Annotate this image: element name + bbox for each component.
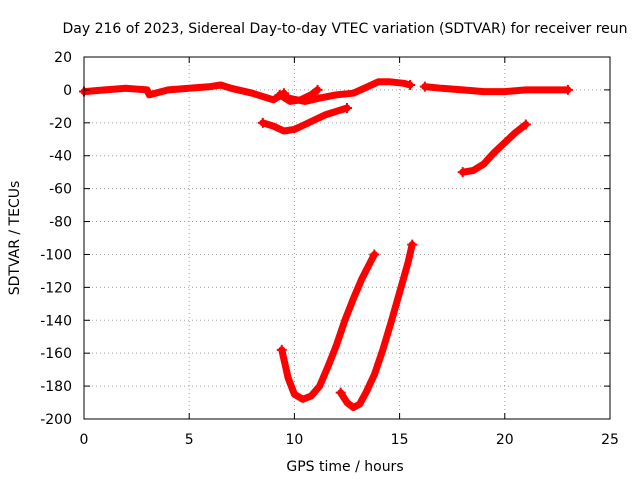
x-tick-label: 25 [601, 432, 619, 448]
grid [84, 57, 610, 419]
data-point-marker [312, 84, 323, 95]
axis-ticks: 20 0 -20 -40 -60 -80 -100 -120 -140 -160 -180 -200 0… [40, 50, 619, 448]
series-line [80, 81, 288, 104]
y-tick-label: 0 [63, 83, 72, 99]
x-axis-label: GPS time / hours [286, 459, 403, 475]
chart-title: Day 216 of 2023, Sidereal Day-to-day VTE… [62, 21, 627, 37]
series-arc-7 [276, 249, 380, 403]
data-point-marker [520, 119, 531, 130]
series-arc-5 [257, 103, 352, 135]
y-tick-label: -60 [49, 182, 72, 198]
x-tick-label: 5 [185, 432, 194, 448]
series-line [259, 104, 351, 135]
data-point-marker [457, 167, 468, 178]
series-line [284, 78, 414, 105]
y-tick-label: -160 [40, 346, 72, 362]
data-point-marker [369, 249, 380, 260]
data-point-marker [257, 117, 268, 128]
y-tick-label: -40 [49, 149, 72, 165]
data-point-marker [407, 239, 418, 250]
data-point-marker [562, 84, 573, 95]
series-line [459, 121, 530, 176]
data-point-marker [419, 81, 430, 92]
x-tick-label: 15 [391, 432, 409, 448]
y-tick-label: 20 [54, 50, 72, 66]
y-axis-label: SDTVAR / TECUs [7, 181, 23, 296]
y-tick-label: -140 [40, 313, 72, 329]
series-arc-4 [419, 81, 573, 96]
y-tick-label: -20 [49, 116, 72, 132]
series-arc-8 [335, 239, 418, 411]
x-tick-label: 10 [285, 432, 303, 448]
data-point-marker [274, 89, 285, 100]
series-line [337, 241, 416, 411]
y-tick-label: -80 [49, 215, 72, 231]
y-tick-label: -200 [40, 412, 72, 428]
data-point-marker [335, 387, 346, 398]
y-tick-label: -100 [40, 247, 72, 263]
series-line [278, 251, 378, 403]
series-arc-1 [79, 81, 289, 104]
x-tick-label: 0 [80, 432, 89, 448]
data-point-marker [283, 93, 294, 104]
series-arc-3 [283, 78, 416, 105]
series-arc-6 [457, 119, 531, 178]
data-point-marker [276, 344, 287, 355]
data-point-marker [342, 103, 352, 114]
y-tick-label: -120 [40, 280, 72, 296]
data-point-marker [405, 79, 416, 90]
x-tick-label: 20 [496, 432, 514, 448]
series-line [421, 83, 572, 96]
plot-frame [83, 56, 611, 420]
data-series [79, 78, 573, 411]
y-tick-label: -180 [40, 379, 72, 395]
